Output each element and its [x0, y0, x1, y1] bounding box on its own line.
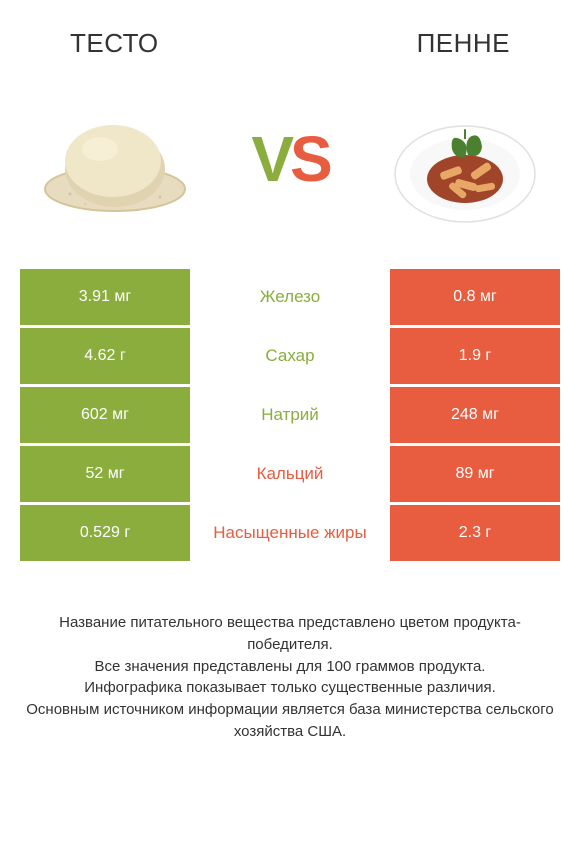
cell-right-value: 248 мг — [390, 387, 560, 443]
cell-left-value: 0.529 г — [20, 505, 190, 561]
footer-line-1: Название питательного вещества представл… — [24, 612, 556, 656]
cell-left-value: 4.62 г — [20, 328, 190, 384]
cell-right-value: 0.8 мг — [390, 269, 560, 325]
title-left: ТЕСТО — [70, 28, 159, 59]
titles-row: ТЕСТО ПЕННЕ — [0, 0, 580, 59]
penne-image — [380, 89, 550, 229]
cell-mid-label: Железо — [190, 269, 390, 325]
cell-left-value: 602 мг — [20, 387, 190, 443]
table-row: 602 мгНатрий248 мг — [20, 387, 560, 443]
cell-mid-label: Насыщенные жиры — [190, 505, 390, 561]
dough-image — [30, 89, 200, 229]
footer-line-3: Инфографика показывает только существенн… — [24, 677, 556, 699]
vs-s: S — [290, 122, 329, 196]
cell-mid-label: Сахар — [190, 328, 390, 384]
cell-left-value: 3.91 мг — [20, 269, 190, 325]
vs-label: VS — [251, 122, 328, 196]
cell-left-value: 52 мг — [20, 446, 190, 502]
cell-mid-label: Натрий — [190, 387, 390, 443]
table-row: 52 мгКальций89 мг — [20, 446, 560, 502]
comparison-table: 3.91 мгЖелезо0.8 мг4.62 гСахар1.9 г602 м… — [0, 269, 580, 561]
table-row: 0.529 гНасыщенные жиры2.3 г — [20, 505, 560, 561]
cell-right-value: 2.3 г — [390, 505, 560, 561]
footer-line-2: Все значения представлены для 100 граммо… — [24, 656, 556, 678]
table-row: 4.62 гСахар1.9 г — [20, 328, 560, 384]
footer-line-4: Основным источником информации является … — [24, 699, 556, 743]
vs-v: V — [251, 122, 290, 196]
cell-right-value: 1.9 г — [390, 328, 560, 384]
table-row: 3.91 мгЖелезо0.8 мг — [20, 269, 560, 325]
footer-notes: Название питательного вещества представл… — [0, 564, 580, 743]
cell-mid-label: Кальций — [190, 446, 390, 502]
images-row: VS — [0, 59, 580, 269]
cell-right-value: 89 мг — [390, 446, 560, 502]
title-right: ПЕННЕ — [417, 28, 510, 59]
